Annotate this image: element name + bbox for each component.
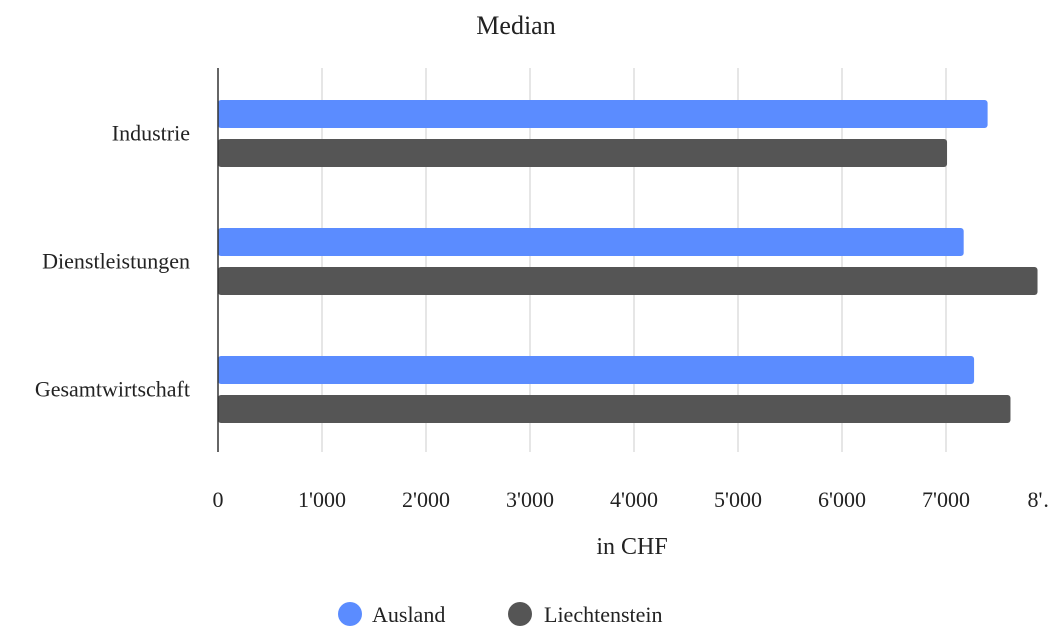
x-tick-label: 7'000 xyxy=(922,487,970,512)
legend-label: Liechtenstein xyxy=(544,602,663,627)
x-tick-label: 5'000 xyxy=(714,487,762,512)
bar-ausland-industrie xyxy=(218,100,988,128)
x-tick-labels: 0 1'000 2'000 3'000 4'000 5'000 6'000 7'000 8'… xyxy=(213,487,1048,512)
bar-liechtenstein-gesamtwirtschaft xyxy=(218,395,1011,423)
x-tick-label: 8'… xyxy=(1028,487,1048,512)
x-tick-label: 2'000 xyxy=(402,487,450,512)
category-label: Industrie xyxy=(112,121,190,146)
bar-liechtenstein-dienstleistungen xyxy=(218,267,1038,295)
bar-ausland-dienstleistungen xyxy=(218,228,964,256)
category-label: Dienstleistungen xyxy=(42,249,190,274)
category-labels: Industrie Dienstleistungen Gesamtwirtschaf… xyxy=(35,121,190,402)
x-tick-label: 4'000 xyxy=(610,487,658,512)
bars xyxy=(218,100,1038,423)
category-label: Gesamtwirtschaft xyxy=(35,377,190,402)
legend-swatch xyxy=(338,602,362,626)
x-tick-label: 3'000 xyxy=(506,487,554,512)
bar-ausland-gesamtwirtschaft xyxy=(218,356,975,384)
legend: Ausland Liechtenstein xyxy=(338,602,663,627)
x-axis-title: in CHF xyxy=(596,534,667,560)
legend-swatch xyxy=(508,602,532,626)
x-tick-label: 6'000 xyxy=(818,487,866,512)
legend-label: Ausland xyxy=(372,602,445,627)
bar-liechtenstein-industrie xyxy=(218,139,948,167)
x-tick-label: 1'000 xyxy=(298,487,346,512)
chart-title: Median xyxy=(476,11,555,40)
x-tick-label: 0 xyxy=(213,487,224,512)
gridlines xyxy=(321,68,947,452)
